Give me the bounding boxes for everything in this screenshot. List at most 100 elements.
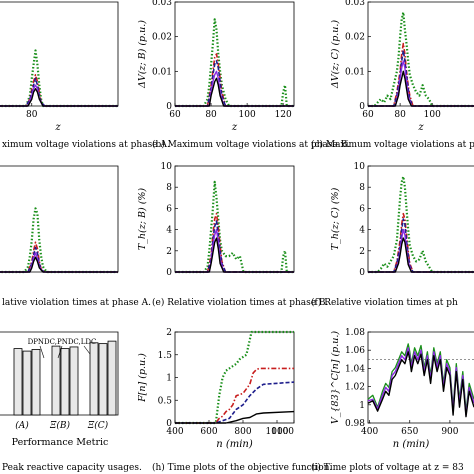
ytick-label-e: 4	[166, 226, 172, 236]
frame-i	[367, 331, 474, 424]
ytick-label-b: 0	[166, 102, 172, 112]
bar-PNDC-2	[98, 343, 108, 416]
category-label-1: Ξ(B)	[49, 420, 70, 431]
ytick-label-i: 1.08	[345, 328, 365, 338]
caption-g: Peak reactive capacity usages.	[2, 463, 142, 473]
series-c-green-dotted	[368, 11, 474, 108]
caption-f: (f) Relative violation times at ph	[311, 297, 458, 308]
series-a-red-dashdot	[0, 74, 118, 107]
ytick-label-c: 0.02	[345, 33, 365, 43]
caption-c: (c) Maximum voltage violations at ph	[311, 139, 474, 150]
xtick-label-c: 60	[362, 110, 374, 120]
legend-pointer-3	[83, 345, 91, 355]
series-h-black-solid	[175, 410, 295, 424]
series-e-black-solid	[175, 237, 294, 273]
ytick-label-c: 0.03	[345, 0, 365, 8]
bar-LDC-0	[31, 349, 41, 416]
bar-PNDC-1	[60, 348, 70, 416]
series-e-purple-solid	[175, 228, 294, 273]
series-b-purple-solid	[175, 70, 294, 107]
xlabel-i: n (min)	[393, 439, 430, 450]
series-c-blue-dashed	[368, 49, 474, 107]
ytick-label-i: 1.02	[345, 383, 365, 393]
xtick-label-b: 100	[239, 110, 256, 120]
ytick-label-e: 10	[161, 162, 173, 172]
ytick-label-i: 1	[359, 401, 365, 411]
ytick-label-e: 2	[166, 247, 172, 257]
series-f-blue-dashed	[368, 218, 474, 273]
xlabel-a: z	[54, 122, 61, 133]
xlabel-b: z	[231, 122, 238, 133]
bar-LDC-2	[107, 340, 117, 416]
bar-DPNDC-1	[51, 345, 61, 416]
series-a-purple-solid	[0, 84, 118, 107]
xtick-label-c: 80	[394, 110, 406, 120]
caption-a: ximum voltage violations at phase A.	[2, 140, 170, 150]
series-a-black-solid	[0, 87, 118, 107]
xtick-label-h: 1000	[266, 427, 289, 437]
series-e-red-dashdot	[175, 212, 294, 273]
ytick-label-i: 0.98	[345, 419, 365, 429]
ylabel-i: V_{83}^C[n] (p.u.)	[330, 331, 341, 425]
ylabel-h: F[n] (p.u.)	[137, 353, 148, 403]
series-e-green-dotted	[175, 180, 294, 274]
frame-b	[174, 1, 295, 107]
frame-e	[174, 165, 295, 273]
ytick-label-e: 6	[166, 204, 172, 214]
ytick-label-h: 1	[166, 374, 172, 384]
category-label-2: Ξ(C)	[87, 420, 109, 431]
series-b-black-solid	[175, 77, 294, 107]
ytick-label-h: 1.5	[158, 351, 173, 361]
category-label-0: (A)	[15, 420, 29, 431]
ytick-label-f: 2	[359, 247, 365, 257]
series-b-red-dashdot	[175, 53, 294, 107]
ytick-label-c: 0.01	[345, 67, 365, 77]
series-f-black-solid	[368, 237, 474, 273]
xtick-label-h: 800	[234, 427, 251, 437]
series-d-blue-dashed	[0, 246, 118, 273]
bar-LDC-1	[69, 346, 79, 416]
xtick-label-a: 80	[26, 110, 38, 120]
legend-pointer-1	[39, 345, 45, 359]
bar-DPNDC-0	[13, 348, 23, 416]
caption-e: (e) Relative violation times at phase B.	[152, 297, 329, 308]
xtick-label-i: 400	[361, 427, 378, 437]
bar-DPNDC-2	[89, 342, 99, 416]
xlabel-g: Performance Metric	[12, 437, 109, 448]
ytick-label-f: 6	[359, 204, 365, 214]
xtick-label-i: 900	[441, 427, 458, 437]
caption-b: (b) Maximum voltage violations at phase …	[152, 139, 350, 150]
xtick-label-b: 80	[205, 110, 217, 120]
ytick-label-h: 0.5	[158, 396, 173, 406]
caption-i: (i) Time plots of voltage at z = 83	[311, 462, 464, 473]
xlabel-c: z	[417, 122, 424, 133]
series-d-black-solid	[0, 256, 118, 273]
xtick-label-i: 650	[401, 427, 418, 437]
ylabel-e: T_h(z; B) (%)	[137, 188, 148, 251]
bar-PNDC-0	[22, 350, 32, 416]
caption-d: lative violation times at phase A.	[2, 298, 151, 308]
ylabel-f: T_h(z; C) (%)	[330, 187, 341, 250]
ytick-label-f: 0	[359, 268, 365, 278]
xtick-label-h: 1100	[271, 427, 294, 437]
frame-h	[174, 331, 295, 424]
series-c-red-dashdot	[368, 42, 474, 107]
frame-a	[0, 1, 119, 107]
ytick-label-f: 4	[359, 226, 365, 236]
series-h-green-dotted	[175, 330, 294, 425]
series-e-blue-dashed	[175, 220, 294, 273]
legend-pointer-2	[57, 345, 63, 359]
series-d-red-dashdot	[0, 241, 118, 273]
ytick-label-h: 0	[166, 419, 172, 429]
xtick-label-c: 100	[424, 110, 441, 120]
ytick-label-c: 0	[359, 102, 365, 112]
ytick-label-b: 0.02	[152, 33, 172, 43]
xtick-label-b: 120	[275, 110, 292, 120]
caption-h: (h) Time plots of the objective function…	[152, 462, 332, 473]
series-d-green-dotted	[0, 207, 118, 274]
series-i-black-solid	[367, 351, 474, 418]
ytick-label-i: 1.06	[345, 346, 365, 356]
ylabel-c: ΔV(z; C) (p.u.)	[330, 20, 341, 90]
series-f-red-dashdot	[368, 212, 474, 273]
